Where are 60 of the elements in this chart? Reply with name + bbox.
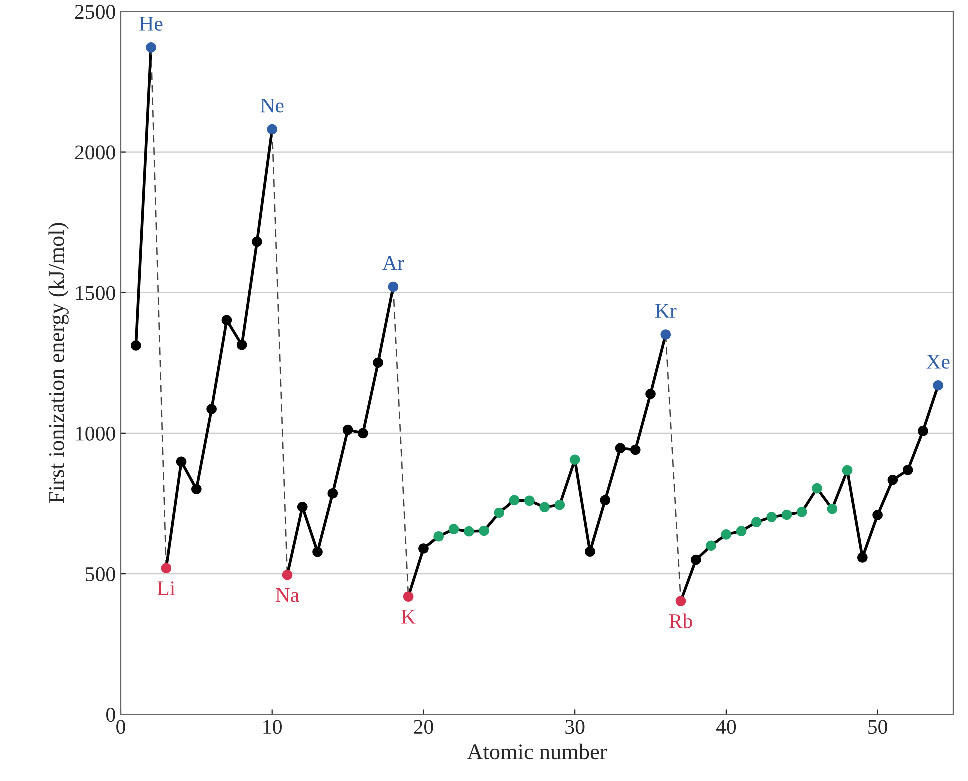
annotation: Rb [669,614,692,628]
point [236,340,248,350]
point [766,512,777,522]
point [706,540,716,552]
y-axis-title: First ionization energy (kJ/mol) [48,223,69,504]
point [342,424,354,436]
y-tick-label: 2000 [75,146,116,160]
point [448,524,460,534]
point [827,504,838,514]
point [464,526,474,537]
point [570,454,580,466]
x-axis-title: Atomic number [467,744,608,760]
x-tick-label: 30 [566,720,585,734]
point [176,456,187,468]
point [434,531,444,542]
point [540,502,550,513]
point [676,596,686,606]
y-tick-label: 1500 [76,286,116,300]
point [297,502,308,512]
point [146,42,156,53]
x-tick-label: 10 [264,720,282,734]
x-tick-label: 50 [868,720,888,734]
point [252,236,262,248]
annotation: Ne [260,98,284,113]
point [479,526,490,536]
point [721,530,732,540]
point [796,507,808,518]
point [494,508,505,518]
x-tick-label: 20 [414,720,434,734]
annotation: Kr [656,304,677,318]
y-tick-label: 2500 [75,5,116,20]
point [328,488,338,499]
point [782,510,792,520]
y-tick-label: 1000 [76,426,116,441]
annotation: Xe [926,355,950,369]
x-tick-label: 0 [116,720,126,734]
y-tick-label: 0 [106,708,116,722]
y-tick-label: 500 [86,567,116,582]
point [842,465,853,476]
point [161,563,172,574]
annotation: Na [276,588,300,602]
point [509,495,520,506]
point [736,526,747,536]
annotation: K [402,610,416,624]
point [206,404,217,414]
point [192,484,202,495]
point [812,483,822,494]
point [222,315,232,326]
point [282,570,293,580]
point [524,496,535,506]
point [373,358,384,368]
point [358,428,368,439]
annotation: He [140,17,163,31]
x-tick-label: 40 [716,720,736,734]
point [752,517,762,528]
annotation: Ar [382,256,404,270]
annotation: Li [158,582,176,596]
point [312,546,323,558]
point [403,592,414,602]
point [554,500,566,510]
